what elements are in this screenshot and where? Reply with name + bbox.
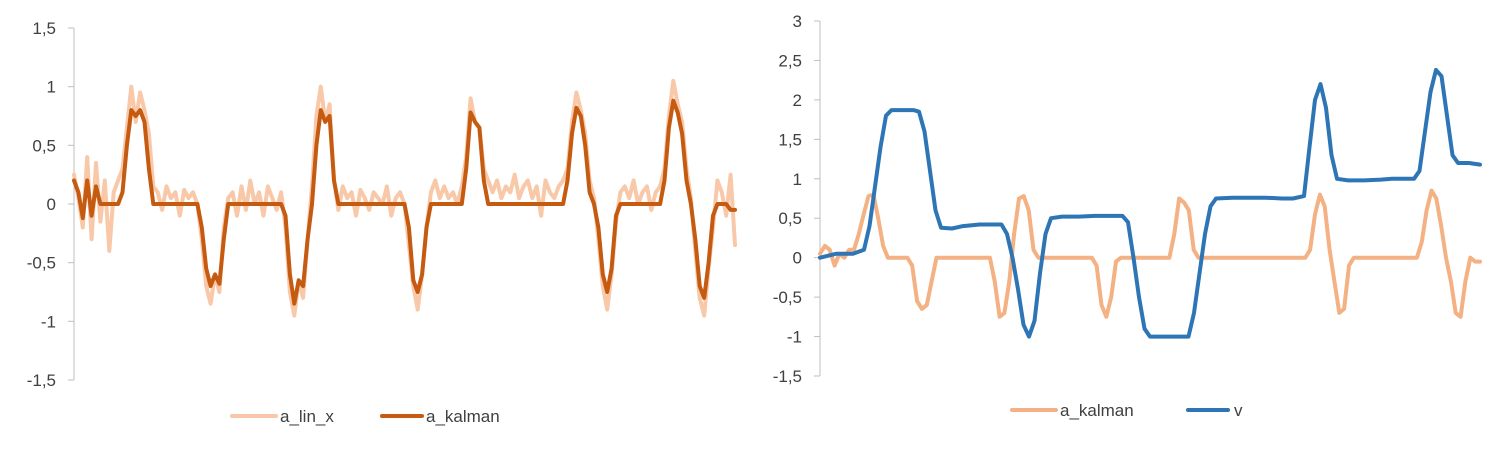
y-tick-label: -1,5	[773, 367, 802, 386]
y-tick-label: 1,5	[32, 19, 56, 38]
y-tick-label: 1,5	[778, 130, 802, 149]
y-tick-label: 1	[47, 78, 56, 97]
y-tick-label: 0,5	[32, 136, 56, 155]
y-tick-label: 0	[47, 195, 56, 214]
series-line-v	[818, 67, 1482, 339]
legend-label-a-kalman: a_kalman	[426, 407, 500, 426]
series-line-a-kalman	[818, 188, 1482, 319]
y-tick-label: 3	[793, 12, 802, 31]
y-tick-label: 0,5	[778, 209, 802, 228]
y-tick-label: 2,5	[778, 51, 802, 70]
y-tick-label: -1	[41, 312, 56, 331]
y-tick-label: 2	[793, 91, 802, 110]
y-tick-label: 0	[793, 249, 802, 268]
y-tick-label: 1	[793, 170, 802, 189]
series-line-a-kalman	[72, 98, 737, 306]
series-line-a-lin-x	[72, 78, 737, 318]
y-tick-label: -0,5	[27, 254, 56, 273]
left-chart: 1,5 1 0,5 0 -0,5 -1 -1,5 a_lin_x a_kalman	[27, 19, 737, 426]
right-chart: 3 2,5 2 1,5 1 0,5 0 -0,5 -1 -1,5 a_kalman v	[773, 12, 1482, 420]
legend-label-a-lin-x: a_lin_x	[280, 407, 334, 426]
y-tick-label: -1	[787, 328, 802, 347]
legend-label-a-kalman: a_kalman	[1060, 401, 1134, 420]
y-tick-label: -0,5	[773, 288, 802, 307]
legend-label-v: v	[1234, 401, 1243, 420]
y-tick-label: -1,5	[27, 371, 56, 390]
